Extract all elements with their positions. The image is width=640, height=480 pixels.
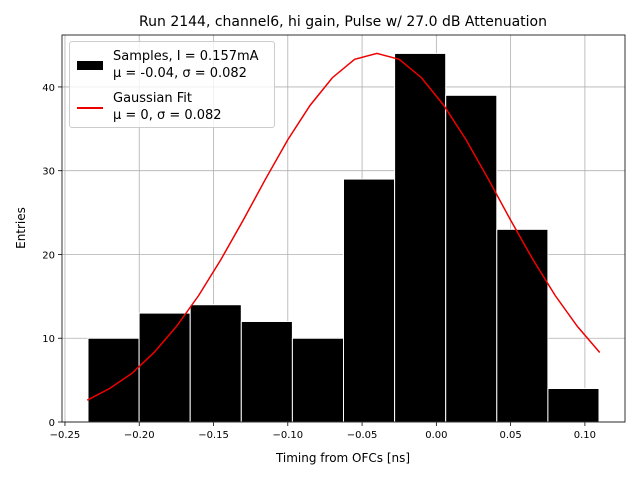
fit-line — [86, 52, 601, 401]
legend-key — [77, 61, 103, 70]
chart-title: Run 2144, channel6, hi gain, Pulse w/ 27… — [139, 14, 547, 30]
axes-frame — [61, 34, 626, 423]
x-tick-label: 0.00 — [425, 430, 447, 441]
x-tick-label: −0.20 — [124, 430, 155, 441]
histogram-bar — [343, 178, 396, 423]
y-tick-label: 10 — [42, 334, 55, 345]
x-tick-label: −0.15 — [198, 430, 229, 441]
histogram-bar — [547, 387, 600, 423]
x-axis-label: Timing from OFCs [ns] — [275, 451, 410, 465]
histogram-bar — [496, 228, 549, 423]
legend: Samples, I = 0.157mA μ = -0.04, σ = 0.08… — [69, 41, 275, 128]
y-tick-label: 40 — [42, 83, 55, 94]
y-tick-label: 30 — [42, 167, 55, 178]
histogram-bar — [87, 337, 140, 423]
y-axis-label: Entries — [14, 207, 28, 249]
x-tick-label: −0.10 — [272, 430, 303, 441]
legend-key — [77, 107, 103, 109]
x-tick-label: 0.05 — [499, 430, 521, 441]
y-tick-label: 0 — [49, 418, 55, 429]
histogram-bar — [240, 320, 293, 423]
x-tick-label: −0.25 — [50, 430, 81, 441]
legend-label: Samples, I = 0.157mA μ = -0.04, σ = 0.08… — [113, 49, 259, 81]
legend-label: Gaussian Fit μ = 0, σ = 0.082 — [113, 91, 222, 123]
y-tick-label: 20 — [42, 250, 55, 261]
histogram-bar — [291, 337, 344, 423]
histogram-bar — [138, 312, 191, 423]
histogram-bar — [394, 52, 447, 423]
histogram-bar — [445, 94, 498, 423]
x-tick-label: 0.10 — [574, 430, 596, 441]
histogram-bar — [189, 304, 242, 423]
x-tick-label: −0.05 — [347, 430, 378, 441]
